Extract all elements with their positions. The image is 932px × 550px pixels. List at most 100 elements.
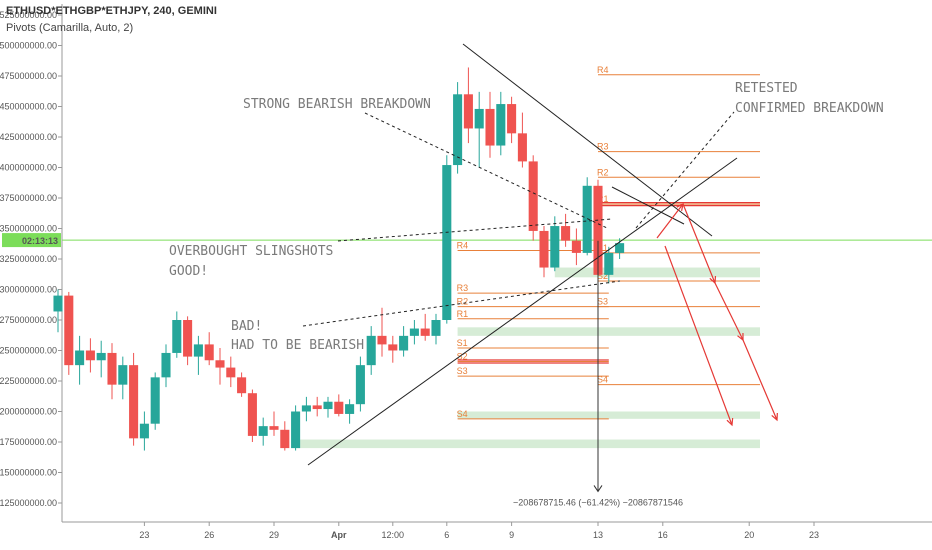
candle-body	[561, 226, 571, 241]
candle-body	[539, 230, 549, 268]
annotation-pointer-line	[364, 112, 608, 229]
x-tick-label: 29	[269, 530, 279, 540]
projection-arrow	[742, 339, 778, 421]
chart-annotation: OVERBOUGHT SLINGSHOTS	[169, 244, 333, 259]
candle-body	[269, 426, 279, 430]
candle-body	[431, 320, 441, 336]
x-tick-label: 23	[139, 530, 149, 540]
candle-body	[64, 295, 74, 366]
y-tick-label: 425000000.00	[0, 132, 57, 142]
rising-support-trendline	[307, 157, 738, 466]
y-tick-label: 375000000.00	[0, 193, 57, 203]
y-tick-label: 275000000.00	[0, 315, 57, 325]
projection-arrowhead	[771, 412, 778, 422]
y-tick-label: 500000000.00	[0, 41, 57, 51]
candle-body	[215, 360, 225, 368]
y-tick-label: 200000000.00	[0, 407, 57, 417]
chart-title: ETHUSD*ETHGBP*ETHJPY, 240, GEMINI	[6, 5, 217, 17]
y-tick-label: 475000000.00	[0, 71, 57, 81]
pivot-level-label: S2	[597, 271, 608, 281]
x-tick-label: Apr	[331, 530, 347, 540]
y-tick-label: 325000000.00	[0, 254, 57, 264]
support-zone	[554, 267, 760, 278]
y-tick-label: 225000000.00	[0, 376, 57, 386]
candle-body	[485, 108, 495, 146]
candle-body	[453, 94, 463, 166]
candle-body	[409, 328, 419, 336]
pivot-level-label: R4	[457, 240, 469, 250]
pivot-level-label: R1	[597, 194, 609, 204]
candle-body	[615, 243, 625, 253]
x-tick-label: 16	[658, 530, 668, 540]
candle-body	[582, 185, 592, 253]
candle-body	[139, 423, 149, 439]
candle-body	[604, 252, 614, 275]
candle-body	[172, 320, 182, 353]
x-tick-label: 26	[204, 530, 214, 540]
candle-body	[247, 393, 257, 436]
pivot-level-label: S1	[457, 338, 468, 348]
y-tick-label: 150000000.00	[0, 468, 57, 478]
candle-body	[355, 365, 365, 405]
candle-body	[226, 367, 236, 378]
y-tick-label: 300000000.00	[0, 285, 57, 295]
current-price-label: 02:13:13	[22, 236, 58, 246]
candle-body	[280, 429, 290, 449]
indicator-legend[interactable]: Pivots (Camarilla, Auto, 2)	[6, 22, 134, 34]
candle-body	[474, 108, 484, 129]
annotation-pointer-line	[337, 218, 613, 242]
support-zone	[457, 411, 760, 419]
annotation-pointer-line	[635, 111, 735, 229]
candle-body	[291, 411, 301, 449]
chart-annotation: STRONG BEARISH BREAKDOWN	[243, 97, 431, 112]
pivot-level-label: S4	[457, 409, 468, 419]
y-tick-label: 175000000.00	[0, 437, 57, 447]
pivot-level-label: R1	[457, 309, 469, 319]
pivot-level-label: S3	[457, 366, 468, 376]
support-zone	[457, 327, 760, 336]
candle-body	[345, 404, 355, 414]
candle-body	[204, 344, 214, 361]
candle-body	[323, 401, 333, 410]
y-tick-label: 400000000.00	[0, 163, 57, 173]
candle-body	[334, 401, 344, 414]
candle-body	[85, 350, 95, 361]
candle-body	[258, 426, 268, 436]
projection-arrowhead	[726, 417, 734, 427]
candle-body	[129, 365, 139, 439]
measure-label: −208678715.46 (−61.42%) −20867871546	[513, 497, 683, 507]
pivot-level-label: R4	[597, 65, 609, 75]
candle-body	[193, 344, 203, 357]
candle-body	[183, 320, 193, 357]
chart-annotation: BAD!	[231, 319, 262, 334]
candle-body	[496, 104, 506, 146]
annotation-pointer-line	[302, 280, 621, 327]
x-tick-label: 6	[444, 530, 449, 540]
candle-body	[550, 226, 560, 268]
candle-body	[53, 295, 63, 312]
candle-body	[150, 377, 160, 424]
candle-body	[420, 328, 430, 336]
chart-annotation: GOOD!	[169, 264, 208, 279]
y-tick-label: 450000000.00	[0, 102, 57, 112]
y-tick-label: 250000000.00	[0, 346, 57, 356]
candle-body	[593, 185, 603, 275]
x-tick-label: 9	[509, 530, 514, 540]
candle-body	[118, 365, 128, 385]
projection-arrow	[682, 203, 716, 284]
candle-body	[107, 352, 117, 385]
candle-body	[442, 165, 452, 320]
measure-arrowhead	[593, 485, 603, 493]
x-tick-label: 20	[744, 530, 754, 540]
candle-body	[463, 94, 473, 129]
candle-body	[399, 335, 409, 351]
candle-body	[237, 377, 247, 394]
pivot-level-label: R3	[457, 283, 469, 293]
pivot-level-label: S3	[597, 297, 608, 307]
chart-annotation: RETESTED	[735, 81, 798, 96]
candle-body	[301, 405, 311, 412]
current-price-tag	[2, 233, 61, 248]
candle-body	[528, 161, 538, 231]
pivot-level-label: R2	[457, 297, 469, 307]
